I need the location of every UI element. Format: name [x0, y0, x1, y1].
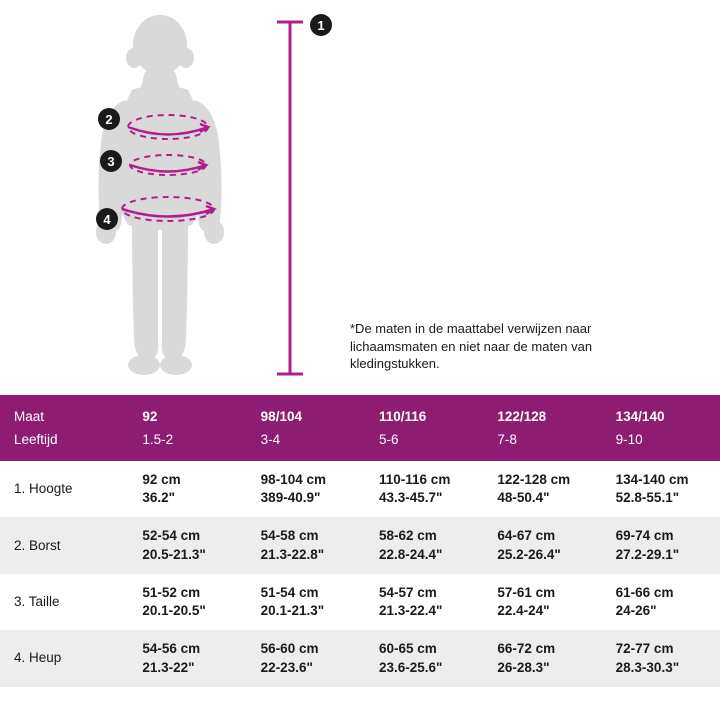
marker-waist: 3 — [100, 150, 122, 172]
cell: 57-61 cm22.4-24" — [483, 574, 601, 630]
header-size: 92 — [128, 395, 246, 428]
cell: 60-65 cm23.6-25.6" — [365, 630, 483, 686]
height-bar-icon — [275, 18, 305, 378]
marker-hip: 4 — [96, 208, 118, 230]
size-chart-table: Maat 92 98/104 110/116 122/128 134/140 L… — [0, 395, 720, 687]
header-age: 5-6 — [365, 428, 483, 461]
row-label: 3. Taille — [0, 574, 128, 630]
cell: 134-140 cm52.8-55.1" — [602, 461, 720, 517]
cell: 56-60 cm22-23.6" — [247, 630, 365, 686]
measurement-diagram: 1 2 3 4 *De maten in de maattabel verwij… — [0, 0, 720, 395]
waist-measure-ellipse — [118, 150, 218, 180]
table-row: 3. Taille 51-52 cm20.1-20.5" 51-54 cm20.… — [0, 574, 720, 630]
header-age: 7-8 — [483, 428, 601, 461]
cell: 110-116 cm43.3-45.7" — [365, 461, 483, 517]
cell: 54-56 cm21.3-22" — [128, 630, 246, 686]
table-row: 1. Hoogte 92 cm36.2" 98-104 cm389-40.9" … — [0, 461, 720, 517]
cell: 58-62 cm22.8-24.4" — [365, 517, 483, 573]
cell: 64-67 cm25.2-26.4" — [483, 517, 601, 573]
cell: 54-57 cm21.3-22.4" — [365, 574, 483, 630]
cell: 98-104 cm389-40.9" — [247, 461, 365, 517]
marker-chest: 2 — [98, 108, 120, 130]
header-age: 3-4 — [247, 428, 365, 461]
row-label: 4. Heup — [0, 630, 128, 686]
header-age: 9-10 — [602, 428, 720, 461]
header-size: 110/116 — [365, 395, 483, 428]
cell: 51-54 cm20.1-21.3" — [247, 574, 365, 630]
marker-label: 4 — [103, 212, 110, 227]
disclaimer-text: *De maten in de maattabel verwijzen naar… — [350, 320, 650, 373]
row-label: 2. Borst — [0, 517, 128, 573]
table-row: 2. Borst 52-54 cm20.5-21.3" 54-58 cm21.3… — [0, 517, 720, 573]
header-age-label: Leeftijd — [0, 428, 128, 461]
table-header: Maat 92 98/104 110/116 122/128 134/140 L… — [0, 395, 720, 461]
row-label: 1. Hoogte — [0, 461, 128, 517]
hip-measure-ellipse — [112, 192, 224, 226]
marker-label: 1 — [317, 18, 324, 33]
cell: 61-66 cm24-26" — [602, 574, 720, 630]
header-age: 1.5-2 — [128, 428, 246, 461]
header-size-label: Maat — [0, 395, 128, 428]
table-row: 4. Heup 54-56 cm21.3-22" 56-60 cm22-23.6… — [0, 630, 720, 686]
cell: 72-77 cm28.3-30.3" — [602, 630, 720, 686]
cell: 69-74 cm27.2-29.1" — [602, 517, 720, 573]
cell: 54-58 cm21.3-22.8" — [247, 517, 365, 573]
cell: 52-54 cm20.5-21.3" — [128, 517, 246, 573]
cell: 122-128 cm48-50.4" — [483, 461, 601, 517]
marker-height: 1 — [310, 14, 332, 36]
header-size: 98/104 — [247, 395, 365, 428]
header-size: 134/140 — [602, 395, 720, 428]
chest-measure-ellipse — [118, 110, 218, 144]
marker-label: 3 — [107, 154, 114, 169]
header-size: 122/128 — [483, 395, 601, 428]
marker-label: 2 — [105, 112, 112, 127]
cell: 51-52 cm20.1-20.5" — [128, 574, 246, 630]
cell: 92 cm36.2" — [128, 461, 246, 517]
cell: 66-72 cm26-28.3" — [483, 630, 601, 686]
